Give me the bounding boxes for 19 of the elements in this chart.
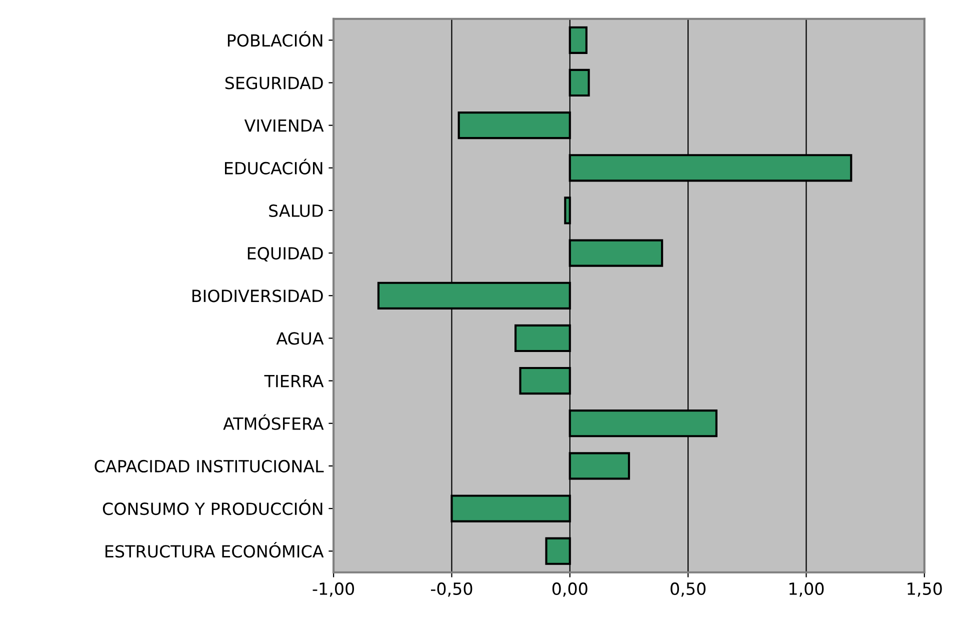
y-tick-label: VIVIENDA xyxy=(244,119,324,132)
y-tick-label: CONSUMO Y PRODUCCIÓN xyxy=(102,499,322,516)
y-tick-label: EQUIDAD xyxy=(248,247,323,262)
x-tick-label: -0,50 xyxy=(430,582,472,597)
y-tick-label: CAPACIDAD INSTITUCIONAL xyxy=(94,460,324,473)
y-tick-label: BIODIVERSIDAD xyxy=(192,290,323,302)
y-tick-label: AGUA xyxy=(276,332,324,345)
y-tick-label: POBLACIÓN xyxy=(228,31,322,47)
y-tick-label: ESTRUCTURA ECONÓMICA xyxy=(106,542,324,558)
y-tick-label: TIERRA xyxy=(264,374,324,388)
y-tick-label: ATMÓSFERA xyxy=(223,414,324,430)
x-tick-label: -1,00 xyxy=(312,582,354,597)
x-tick-label: 1,00 xyxy=(790,582,824,597)
y-tick-label: SEGURIDAD xyxy=(225,76,323,90)
x-tick-label: 0,50 xyxy=(670,582,706,597)
x-tick-label: 0,00 xyxy=(552,582,588,597)
x-tick-label: 1,50 xyxy=(908,582,942,597)
y-tick-label: EDUCACIÓN xyxy=(225,158,322,174)
y-tick-label: SALUD xyxy=(269,204,323,218)
